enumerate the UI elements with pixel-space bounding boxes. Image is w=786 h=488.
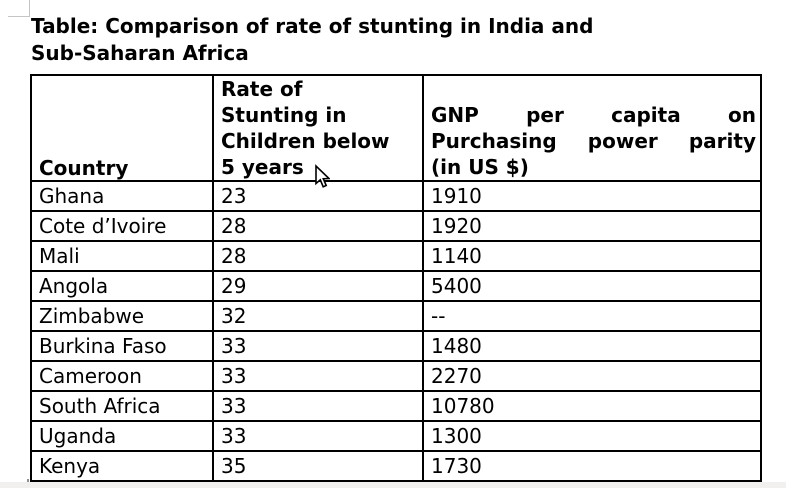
rate-cell: 29 [212, 270, 424, 302]
gnp-cell: 1480 [422, 330, 762, 362]
table-row: Burkina Faso 33 1480 [30, 330, 762, 362]
table-row: Angola 29 5400 [30, 270, 762, 302]
table-row: Zimbabwe 32 -- [30, 300, 762, 332]
gnp-cell: 1300 [422, 420, 762, 452]
header-gnp-line: GNP per capita on [431, 103, 756, 127]
table-row: Kenya 35 1730 [30, 450, 762, 482]
page-title: Table: Comparison of rate of stunting in… [31, 13, 593, 67]
header-gnp-line: Purchasing power parity [431, 129, 756, 153]
header-country-cell: Country [30, 74, 214, 182]
gnp-cell: 1730 [422, 450, 762, 482]
rate-cell: 23 [212, 180, 424, 212]
rate-cell: 28 [212, 240, 424, 272]
rate-cell: 33 [212, 360, 424, 392]
header-rate-line: Children below [221, 129, 390, 153]
stunting-comparison-table: Country Rate of Stunting in Children bel… [30, 74, 762, 482]
page-margin-mark-top-vertical [29, 0, 30, 17]
country-cell: South Africa [30, 390, 214, 422]
header-rate-line: Rate of [221, 77, 303, 101]
header-rate-line: 5 years [221, 155, 304, 179]
country-cell: Angola [30, 270, 214, 302]
rate-cell: 32 [212, 300, 424, 332]
country-cell: Cote d’Ivoire [30, 210, 214, 242]
table-row: South Africa 33 10780 [30, 390, 762, 422]
country-cell: Cameroon [30, 360, 214, 392]
gnp-cell: 1140 [422, 240, 762, 272]
gnp-cell: 10780 [422, 390, 762, 422]
table-row: Uganda 33 1300 [30, 420, 762, 452]
gnp-cell: -- [422, 300, 762, 332]
header-rate-line: Stunting in [221, 103, 347, 127]
page-margin-mark-bottom [27, 479, 29, 484]
country-cell: Uganda [30, 420, 214, 452]
page-margin-mark-top-horizontal [8, 16, 30, 17]
rate-cell: 35 [212, 450, 424, 482]
rate-cell: 33 [212, 330, 424, 362]
table-row: Mali 28 1140 [30, 240, 762, 272]
gnp-cell: 5400 [422, 270, 762, 302]
header-rate-cell: Rate of Stunting in Children below 5 yea… [212, 74, 424, 182]
table-header-row: Country Rate of Stunting in Children bel… [30, 74, 762, 182]
rate-cell: 33 [212, 420, 424, 452]
country-cell: Kenya [30, 450, 214, 482]
page-title-line-1: Table: Comparison of rate of stunting in… [31, 14, 594, 38]
country-cell: Ghana [30, 180, 214, 212]
window-bottom-strip [0, 482, 786, 488]
header-gnp-line: (in US $) [431, 155, 529, 179]
country-cell: Zimbabwe [30, 300, 214, 332]
rate-cell: 33 [212, 390, 424, 422]
country-cell: Burkina Faso [30, 330, 214, 362]
country-cell: Mali [30, 240, 214, 272]
table-row: Cote d’Ivoire 28 1920 [30, 210, 762, 242]
header-gnp-cell: GNP per capita on Purchasing power parit… [422, 74, 762, 182]
page-title-line-2: Sub-Saharan Africa [31, 41, 249, 65]
rate-cell: 28 [212, 210, 424, 242]
gnp-cell: 1920 [422, 210, 762, 242]
table-row: Ghana 23 1910 [30, 180, 762, 212]
header-country-label: Country [39, 156, 129, 180]
gnp-cell: 2270 [422, 360, 762, 392]
table-row: Cameroon 33 2270 [30, 360, 762, 392]
gnp-cell: 1910 [422, 180, 762, 212]
